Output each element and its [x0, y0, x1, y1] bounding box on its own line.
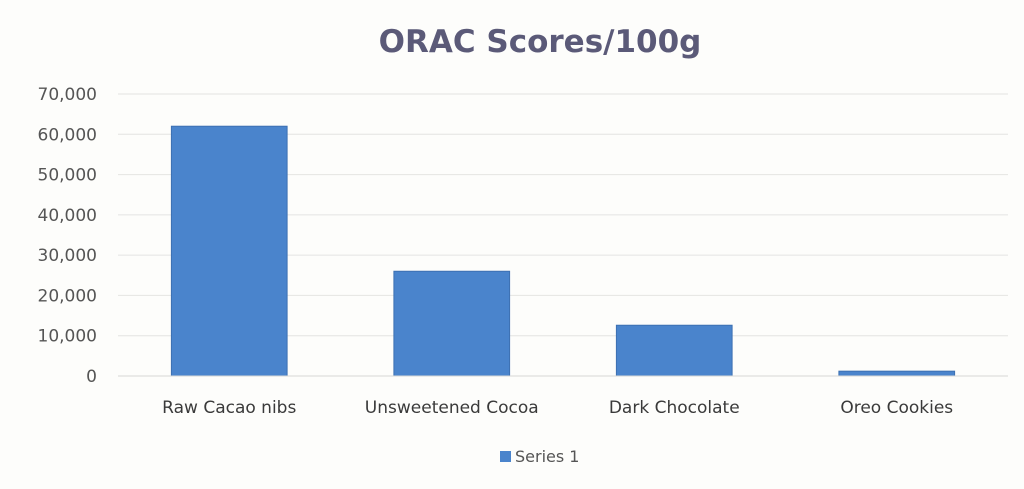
bar	[393, 270, 511, 377]
y-tick-label: 40,000	[38, 206, 97, 226]
bar	[838, 370, 956, 377]
y-tick-label: 30,000	[38, 246, 97, 266]
y-tick-label: 10,000	[38, 327, 97, 347]
x-tick-label: Raw Cacao nibs	[162, 398, 296, 418]
x-tick-label: Dark Chocolate	[609, 398, 740, 418]
bar	[170, 125, 288, 377]
y-tick-label: 60,000	[38, 125, 97, 145]
chart-title: ORAC Scores/100g	[379, 24, 702, 60]
y-tick-label: 50,000	[38, 166, 97, 186]
x-axis-labels: Raw Cacao nibs Unsweetened Cocoa Dark Choc…	[162, 398, 953, 418]
legend: Series 1	[500, 447, 579, 466]
y-tick-label: 0	[86, 367, 97, 387]
y-tick-label: 70,000	[38, 85, 97, 105]
x-tick-label: Oreo Cookies	[840, 398, 953, 418]
y-tick-label: 20,000	[38, 286, 97, 306]
legend-label: Series 1	[515, 447, 579, 466]
x-tick-label: Unsweetened Cocoa	[365, 398, 539, 418]
y-axis-ticks: 0 10,000 20,000 30,000 40,000 50,000 60,000 70,…	[38, 85, 97, 387]
bar	[615, 324, 733, 377]
legend-swatch	[500, 451, 511, 462]
bars	[170, 125, 956, 377]
